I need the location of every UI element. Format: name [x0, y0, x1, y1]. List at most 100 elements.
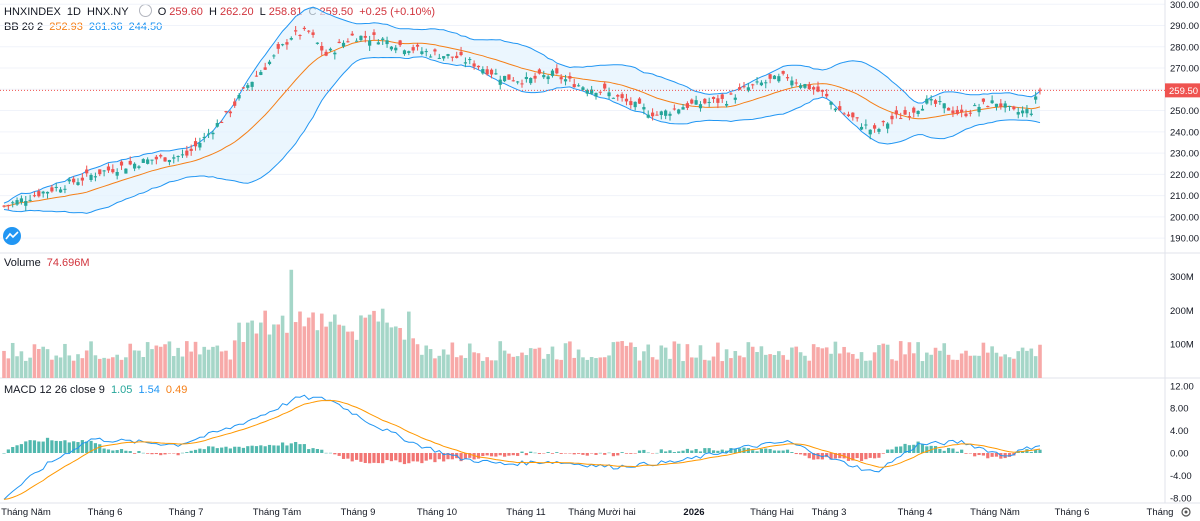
candle-body: [455, 55, 459, 59]
macd-histogram-bar: [620, 452, 624, 453]
macd-histogram-bar: [102, 448, 106, 453]
candle-body: [307, 30, 311, 32]
candle-body: [346, 41, 350, 43]
candle-body: [751, 84, 755, 86]
macd-tick-label: 12.00: [1170, 381, 1194, 392]
volume-bar: [541, 358, 546, 378]
volume-bar: [1033, 356, 1038, 378]
volume-bar: [511, 356, 516, 378]
macd-label[interactable]: MACD 12 26 close 9: [4, 384, 105, 396]
macd-histogram-bar: [633, 453, 637, 454]
candle-body: [942, 103, 946, 109]
interval-label[interactable]: 1D: [66, 6, 81, 18]
candle-body: [842, 113, 846, 115]
volume-bar: [833, 341, 838, 378]
macd-histogram-bar: [616, 453, 620, 456]
candle-body: [1029, 113, 1033, 115]
macd-histogram-bar: [798, 453, 803, 455]
volume-bar: [689, 357, 694, 378]
macd-histogram-bar: [24, 441, 28, 453]
candle-body: [572, 84, 576, 88]
candle-body: [228, 111, 232, 114]
volume-bar: [498, 341, 503, 378]
candle-body: [446, 54, 450, 56]
volume-bar: [45, 349, 50, 378]
macd-histogram-bar: [872, 453, 877, 459]
volume-bar: [633, 346, 637, 378]
symbol-label[interactable]: HNXINDEX: [4, 6, 61, 18]
candle-body: [315, 42, 320, 44]
candle-body: [189, 148, 193, 151]
auto-scale-icon[interactable]: [1181, 507, 1191, 517]
candle-body: [233, 101, 237, 106]
candle-body: [363, 35, 367, 38]
volume-bar: [942, 343, 947, 378]
macd-histogram-bar: [994, 453, 999, 457]
volume-bar: [515, 356, 520, 378]
axes: 300.00290.00280.00270.00260.00250.00240.…: [1170, 0, 1199, 504]
volume-bar: [111, 357, 115, 378]
macd-histogram-bar: [433, 453, 437, 463]
volume-bar: [637, 360, 642, 378]
candle-body: [707, 101, 711, 103]
volume-bar: [359, 315, 363, 378]
macd-histogram-bar: [80, 440, 84, 453]
candle-body: [137, 166, 141, 168]
exchange-label: HNX.NY: [87, 6, 129, 18]
volume-bar: [938, 350, 942, 378]
macd-histogram-bar: [124, 450, 128, 453]
volume-bar: [328, 321, 333, 378]
volume-bar: [1012, 358, 1016, 378]
price-tick-label: 240.00: [1170, 127, 1199, 138]
volume-bar: [415, 344, 420, 378]
volume-bar: [424, 345, 429, 378]
volume-bar: [467, 343, 472, 378]
volume-bar: [302, 326, 307, 378]
macd-histogram-bar: [590, 453, 594, 454]
macd-histogram-bar: [846, 453, 851, 461]
macd-histogram-bar: [668, 450, 672, 453]
price-tick-label: 210.00: [1170, 191, 1199, 202]
candle-body: [990, 100, 994, 104]
candle-body: [350, 33, 354, 36]
time-tick-label: Tháng Năm: [970, 507, 1020, 518]
volume-bar: [720, 361, 725, 378]
candle-body: [333, 52, 337, 55]
volume-label[interactable]: Volume: [4, 257, 41, 269]
candle-body: [920, 108, 925, 111]
candle-body: [402, 50, 407, 55]
macd-histogram-bar: [938, 448, 942, 453]
volume-bar: [676, 343, 681, 378]
price-tick-label: 230.00: [1170, 149, 1199, 160]
macd-histogram-bar: [890, 449, 894, 453]
volume-bar: [176, 347, 180, 378]
candle-body: [411, 47, 415, 51]
volume-bar: [437, 355, 442, 378]
volume-bar: [964, 350, 968, 378]
volume-bar: [354, 339, 359, 378]
candle-body: [45, 191, 50, 194]
volume-bar: [350, 331, 355, 378]
macd-histogram-bar: [294, 441, 298, 453]
macd-histogram-bar: [98, 444, 102, 453]
volume-bar: [276, 324, 281, 378]
candle-body: [32, 195, 37, 197]
bb-label[interactable]: BB 20 2: [4, 21, 44, 33]
candle-body: [72, 178, 76, 183]
candle-body: [672, 108, 676, 110]
macd-histogram-bar: [276, 445, 280, 453]
candle-body: [759, 82, 764, 86]
bb-basis-value: 252.93: [49, 21, 83, 33]
candle-body: [585, 90, 589, 94]
volume-bar: [959, 353, 964, 378]
volume-bar: [533, 348, 537, 378]
volume-bar: [611, 342, 616, 378]
macd-histogram-bar: [167, 453, 172, 454]
candle-body: [925, 98, 929, 104]
volume-bar: [546, 354, 550, 378]
candle-body: [311, 32, 315, 35]
macd-histogram-bar: [463, 453, 468, 459]
candle-body: [746, 87, 750, 91]
macd-histogram-bar: [328, 452, 333, 454]
